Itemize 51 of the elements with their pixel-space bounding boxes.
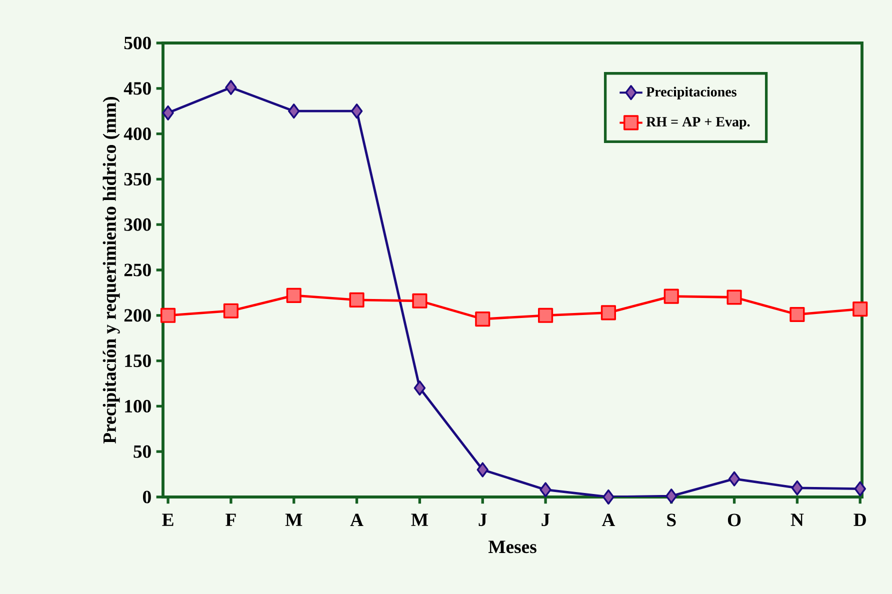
x-tick-label: F	[226, 514, 236, 526]
point	[728, 471, 740, 486]
x-tick-label: M	[411, 514, 428, 526]
point	[852, 302, 868, 317]
point	[414, 380, 426, 396]
x-tick-label: O	[728, 514, 741, 526]
x-tick-label: D	[854, 514, 866, 526]
legend-label: RH = AP + Evap.	[646, 117, 750, 130]
y-tick-label: 150	[125, 354, 151, 368]
y-tick-label: 250	[124, 264, 151, 276]
x-tick-label: N	[790, 514, 804, 526]
point	[288, 104, 300, 119]
point	[726, 290, 742, 305]
point	[790, 306, 805, 322]
legend-label: Precipitaciones	[646, 86, 736, 100]
y-tick-label: 350	[124, 172, 151, 186]
point	[664, 288, 679, 304]
point	[223, 303, 238, 318]
y-tick-label: 100	[125, 400, 151, 413]
y-tick-label: 450	[124, 82, 151, 95]
x-tick-label: A	[602, 514, 616, 526]
point	[412, 293, 428, 308]
point	[286, 288, 302, 303]
point	[666, 488, 678, 504]
x-tick-label: S	[667, 514, 676, 526]
point	[854, 481, 866, 496]
y-tick-label: 300	[124, 218, 151, 231]
point	[350, 104, 363, 119]
point	[475, 311, 490, 327]
y-axis-title: Precipitación y requerimiento hídrico (mm)	[102, 96, 120, 444]
x-axis-title: Meses	[488, 540, 536, 554]
y-tick-label: 400	[124, 127, 151, 140]
point	[540, 482, 552, 498]
point	[602, 489, 614, 505]
y-tick-label: 200	[124, 309, 151, 322]
x-tick-label: M	[285, 514, 302, 526]
x-tick-label: J	[478, 514, 487, 526]
x-tick-label: A	[350, 514, 364, 526]
point	[791, 480, 804, 496]
point	[162, 105, 174, 120]
x-tick-label: E	[162, 514, 174, 526]
point	[476, 462, 488, 478]
x-tick-label: J	[542, 514, 550, 526]
point	[225, 80, 237, 96]
y-tick-label: 500	[124, 36, 151, 50]
point	[538, 308, 554, 323]
point	[160, 308, 176, 323]
y-tick-label: 0	[143, 490, 151, 504]
point	[349, 292, 364, 308]
point	[600, 305, 616, 320]
y-tick-label: 50	[134, 445, 151, 458]
